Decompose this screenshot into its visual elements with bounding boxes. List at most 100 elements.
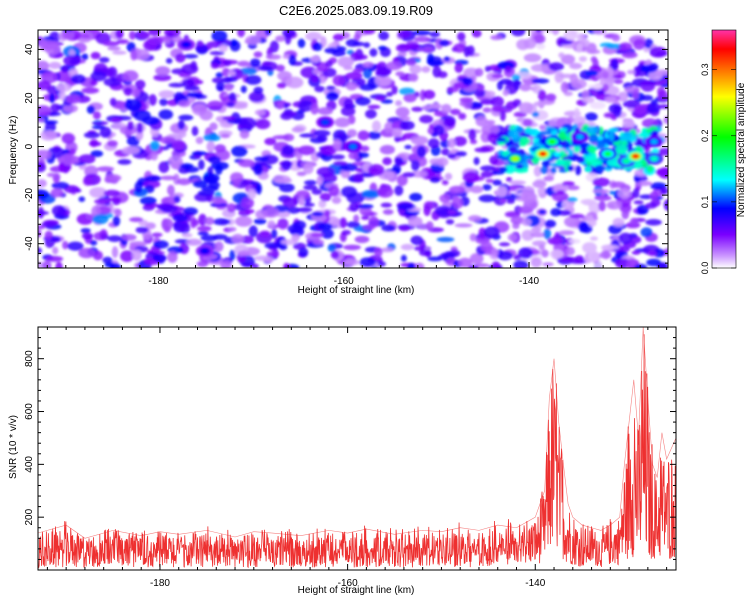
heatmap-cell [458, 112, 467, 120]
heatmap-cell [429, 176, 441, 183]
heatmap-cell [229, 249, 236, 261]
heatmap-cell [173, 195, 181, 203]
heatmap-cell [220, 260, 232, 268]
heatmap-cell [171, 139, 186, 151]
heatmap-cell [543, 175, 555, 182]
heatmap-cell [62, 104, 78, 113]
heatmap-cell [421, 66, 431, 73]
heatmap-cell [421, 105, 432, 111]
heatmap-cell [483, 90, 496, 98]
heatmap-cell [429, 158, 444, 165]
heatmap-cell [566, 185, 580, 191]
heatmap-cell [407, 262, 416, 268]
heatmap-cell [478, 227, 487, 239]
heatmap-cell [453, 43, 466, 53]
snr-frame [37, 326, 677, 571]
heatmap-cell [362, 30, 376, 35]
heatmap-cell [516, 126, 524, 133]
heatmap-cell [506, 166, 515, 171]
heatmap-ytick-label: -40 [24, 236, 35, 251]
heatmap-cell [159, 98, 168, 106]
heatmap-cell [633, 161, 643, 170]
heatmap-cell [131, 89, 141, 97]
heatmap-cell [378, 31, 390, 41]
heatmap-cell [632, 90, 639, 100]
heatmap-cell [333, 161, 348, 166]
heatmap-cell [505, 66, 512, 74]
heatmap-cell [91, 121, 109, 126]
heatmap-cell [469, 253, 484, 265]
heatmap-cell [635, 180, 653, 187]
heatmap-cell [253, 51, 263, 58]
heatmap-cell [443, 118, 456, 128]
heatmap-cell [419, 115, 434, 124]
heatmap-cell [382, 157, 392, 166]
heatmap-cell [367, 104, 381, 110]
heatmap-cell [92, 214, 109, 225]
heatmap-cell [549, 249, 564, 259]
heatmap-hotspot [650, 156, 658, 162]
heatmap-cell [565, 246, 575, 256]
heatmap-cell [649, 46, 667, 58]
heatmap-cell [369, 48, 378, 57]
heatmap-cell [148, 30, 161, 37]
heatmap-cell [353, 173, 364, 183]
heatmap-cell [156, 254, 166, 264]
heatmap-cell [109, 97, 117, 107]
heatmap-cell [512, 99, 522, 107]
heatmap-cell [513, 254, 522, 261]
heatmap-cell [524, 128, 538, 135]
heatmap-cell [630, 217, 639, 225]
heatmap-cell [254, 255, 271, 261]
heatmap-cell [134, 181, 143, 194]
heatmap-cell [204, 217, 215, 226]
heatmap-cell [263, 207, 280, 218]
heatmap-cell [492, 179, 502, 186]
heatmap-cell [391, 85, 398, 95]
heatmap-cell [241, 197, 254, 209]
heatmap-cell [50, 103, 61, 113]
heatmap-cell [120, 250, 135, 262]
heatmap-cell [52, 246, 59, 255]
heatmap-cell [92, 111, 101, 120]
heatmap-cell [615, 144, 628, 154]
heatmap-cell [606, 200, 622, 210]
heatmap-cell [447, 210, 457, 215]
heatmap-cell [230, 172, 244, 184]
heatmap-cell [533, 101, 547, 107]
heatmap-cell [375, 96, 386, 101]
heatmap-cell [605, 43, 624, 50]
heatmap-cell [126, 135, 140, 147]
heatmap-cell [136, 31, 151, 39]
heatmap-cell [298, 196, 305, 206]
heatmap-cell [181, 233, 193, 238]
heatmap-cell [354, 235, 370, 244]
heatmap-cell [588, 134, 599, 144]
heatmap-cell [327, 244, 336, 253]
heatmap-cell [399, 120, 415, 131]
heatmap-cell [281, 160, 292, 171]
snr-xtick-label: -140 [525, 578, 545, 589]
heatmap-cell [164, 30, 181, 38]
heatmap-cell [48, 61, 62, 69]
heatmap-cell [203, 133, 221, 142]
heatmap-cell [90, 80, 97, 86]
heatmap-cell [549, 126, 556, 132]
heatmap-cell [434, 205, 453, 216]
heatmap-cell [439, 194, 451, 203]
heatmap-cell [660, 187, 668, 195]
heatmap-cell [491, 248, 499, 258]
heatmap-cell [90, 240, 98, 246]
heatmap-cell [438, 39, 450, 47]
heatmap-cell [50, 236, 61, 243]
heatmap-cell [657, 148, 668, 156]
heatmap-cell [349, 202, 359, 212]
heatmap-cell [59, 153, 76, 166]
heatmap-cell [44, 230, 53, 241]
heatmap-cell [62, 240, 69, 250]
heatmap-cell [573, 107, 580, 119]
heatmap-cell [635, 137, 643, 145]
heatmap-cell [159, 136, 176, 144]
heatmap-cell [415, 47, 434, 52]
heatmap-cell [613, 79, 624, 84]
